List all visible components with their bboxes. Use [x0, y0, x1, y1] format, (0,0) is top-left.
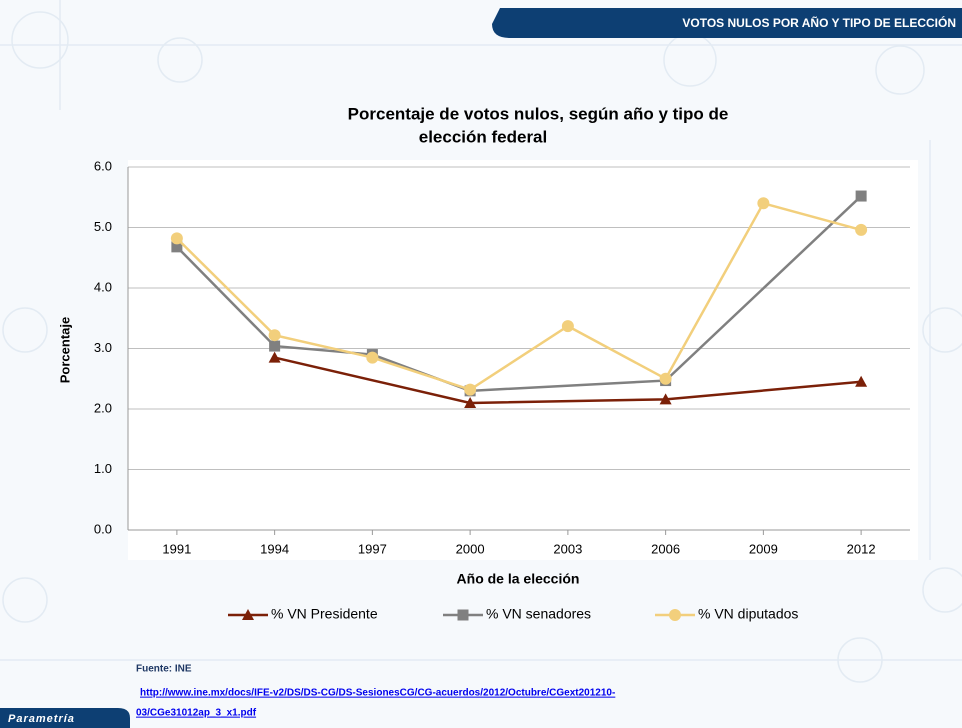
legend-marker: [457, 609, 469, 621]
link[interactable]: http://www.ine.mx/docs/IFE-v2/DS/DS-CG/D…: [140, 688, 615, 699]
data-point: [855, 190, 867, 202]
y-tick-label: 2.0: [94, 400, 112, 415]
data-point: [170, 232, 183, 245]
data-point: [268, 329, 281, 342]
x-tick-label: 2000: [456, 541, 485, 556]
x-tick-label: 1994: [260, 541, 289, 556]
x-axis-label: Año de la elección: [457, 571, 580, 587]
data-point: [269, 340, 281, 352]
x-tick-label: 1991: [162, 541, 191, 556]
header: VOTOS NULOS POR AÑO Y TIPO DE ELECCIÓN: [682, 15, 956, 30]
chart-title: Porcentaje de votos nulos, según año y t…: [348, 104, 729, 123]
data-point: [659, 393, 672, 405]
x-tick-label: 2009: [749, 541, 778, 556]
data-point: [366, 351, 379, 364]
y-tick-label: 0.0: [94, 521, 112, 536]
logo-bar: [0, 708, 130, 728]
series-line: [175, 201, 862, 392]
y-axis-label: Porcentaje: [57, 317, 72, 383]
logo: Parametría: [8, 713, 75, 725]
link[interactable]: 03/CGe31012ap_3_x1.pdf: [136, 708, 257, 719]
data-point: [561, 320, 574, 333]
source: Fuente: INE: [136, 664, 192, 675]
legend-label: % VN senadores: [486, 606, 591, 622]
data-point: [171, 241, 183, 253]
y-tick-label: 6.0: [94, 158, 112, 173]
x-tick-label: 1997: [358, 541, 387, 556]
data-point: [268, 351, 281, 363]
data-point: [757, 197, 770, 210]
data-point: [464, 383, 477, 396]
plot-background: [128, 160, 918, 560]
y-tick-label: 5.0: [94, 219, 112, 234]
chart-title: elección federal: [419, 127, 548, 146]
series-line: [274, 356, 862, 405]
x-tick-label: 2003: [553, 541, 582, 556]
x-tick-label: 2012: [847, 541, 876, 556]
x-tick-label: 2006: [651, 541, 680, 556]
y-tick-label: 4.0: [94, 279, 112, 294]
legend-marker: [669, 609, 681, 621]
y-tick-label: 3.0: [94, 340, 112, 355]
decoration: [0, 0, 962, 683]
y-tick-label: 1.0: [94, 461, 112, 476]
data-point: [659, 372, 672, 385]
data-point: [855, 223, 868, 236]
header-bar: [492, 8, 962, 38]
data-point: [464, 396, 477, 408]
legend-marker: [242, 609, 254, 620]
legend-label: % VN diputados: [698, 606, 798, 622]
legend-label: % VN Presidente: [271, 606, 378, 622]
data-point: [855, 375, 868, 387]
